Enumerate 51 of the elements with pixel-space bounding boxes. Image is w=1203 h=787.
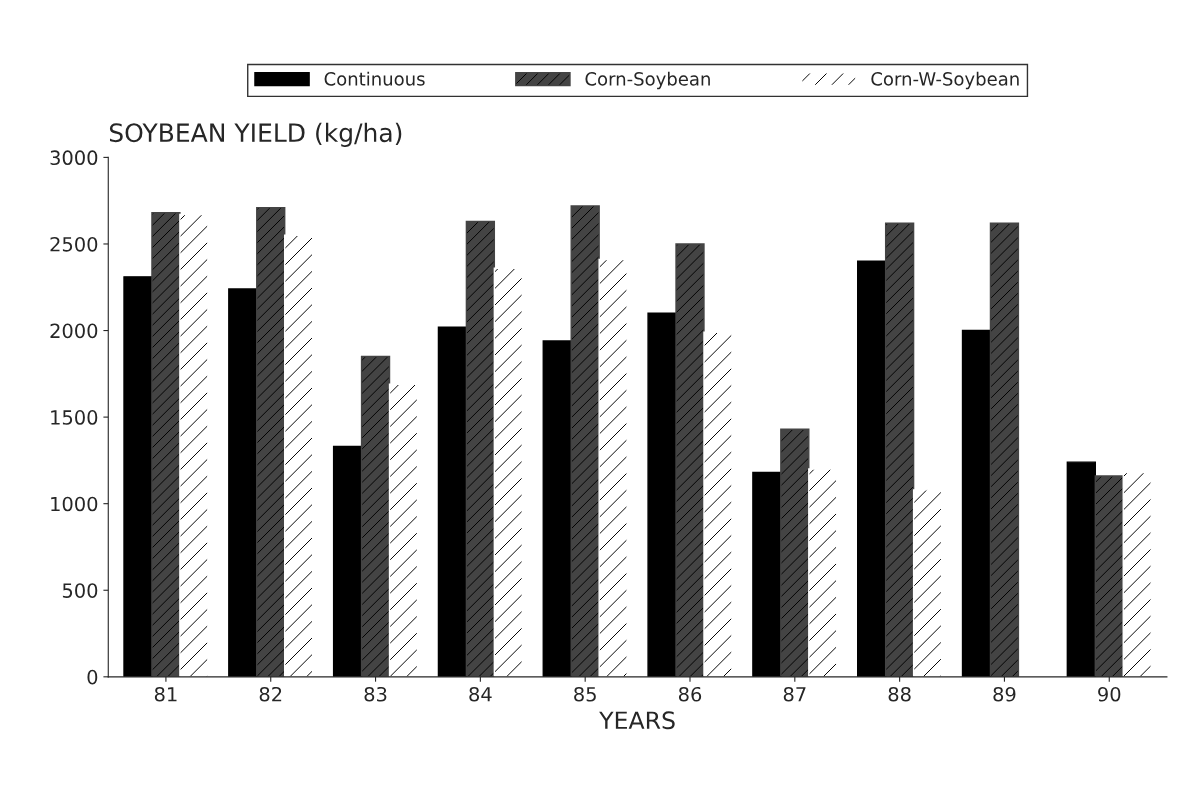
bar	[1066, 461, 1096, 677]
x-tick-label: 85	[574, 686, 596, 702]
bar	[780, 428, 810, 677]
bar	[752, 471, 782, 677]
bar	[1122, 471, 1152, 677]
bar	[284, 234, 314, 677]
bar	[857, 260, 887, 677]
bar	[989, 222, 1020, 677]
legend-label: Continuous	[324, 71, 425, 86]
y-tick-label: 2000	[50, 323, 98, 339]
x-axis-title: YEARS	[599, 711, 675, 730]
x-tick-label: 86	[678, 686, 702, 702]
bar	[1094, 475, 1124, 677]
bar	[598, 258, 628, 677]
y-tick-label: 3000	[50, 150, 98, 166]
bar	[437, 326, 468, 677]
bar	[703, 331, 733, 677]
bar	[123, 276, 153, 677]
x-tick-label: 88	[888, 686, 911, 702]
bar	[388, 383, 419, 677]
x-tick-label: 90	[1098, 686, 1121, 702]
bar	[961, 329, 992, 677]
legend-label: Corn-W-Soybean	[871, 71, 1019, 90]
bar	[570, 205, 600, 677]
x-tick-label: 87	[783, 686, 806, 702]
chart-title: SOYBEAN YIELD (kg/ha)	[109, 122, 402, 148]
y-tick-label: 1500	[51, 410, 98, 425]
legend-label: Corn-Soybean	[585, 71, 710, 90]
y-tick-label: 500	[62, 583, 98, 598]
x-tick-label: 81	[154, 686, 177, 702]
y-tick-label: 1000	[51, 496, 98, 512]
x-tick-label: 84	[469, 686, 492, 702]
bar	[675, 243, 705, 677]
bar	[256, 206, 286, 677]
bar	[228, 288, 258, 677]
x-tick-label: 83	[364, 686, 387, 702]
y-tick-label: 2500	[50, 236, 98, 252]
bar	[912, 489, 943, 677]
x-tick-label: 89	[993, 686, 1016, 702]
bar	[542, 340, 572, 677]
x-tick-label: 82	[259, 686, 282, 702]
bar	[884, 222, 915, 677]
bar	[179, 213, 209, 677]
bar	[151, 212, 181, 677]
y-tick-label: 0	[87, 669, 98, 685]
bar	[332, 445, 363, 677]
bar	[360, 355, 391, 677]
bar	[493, 267, 523, 677]
bar	[808, 468, 838, 677]
bar	[465, 220, 496, 677]
bar	[647, 312, 677, 677]
